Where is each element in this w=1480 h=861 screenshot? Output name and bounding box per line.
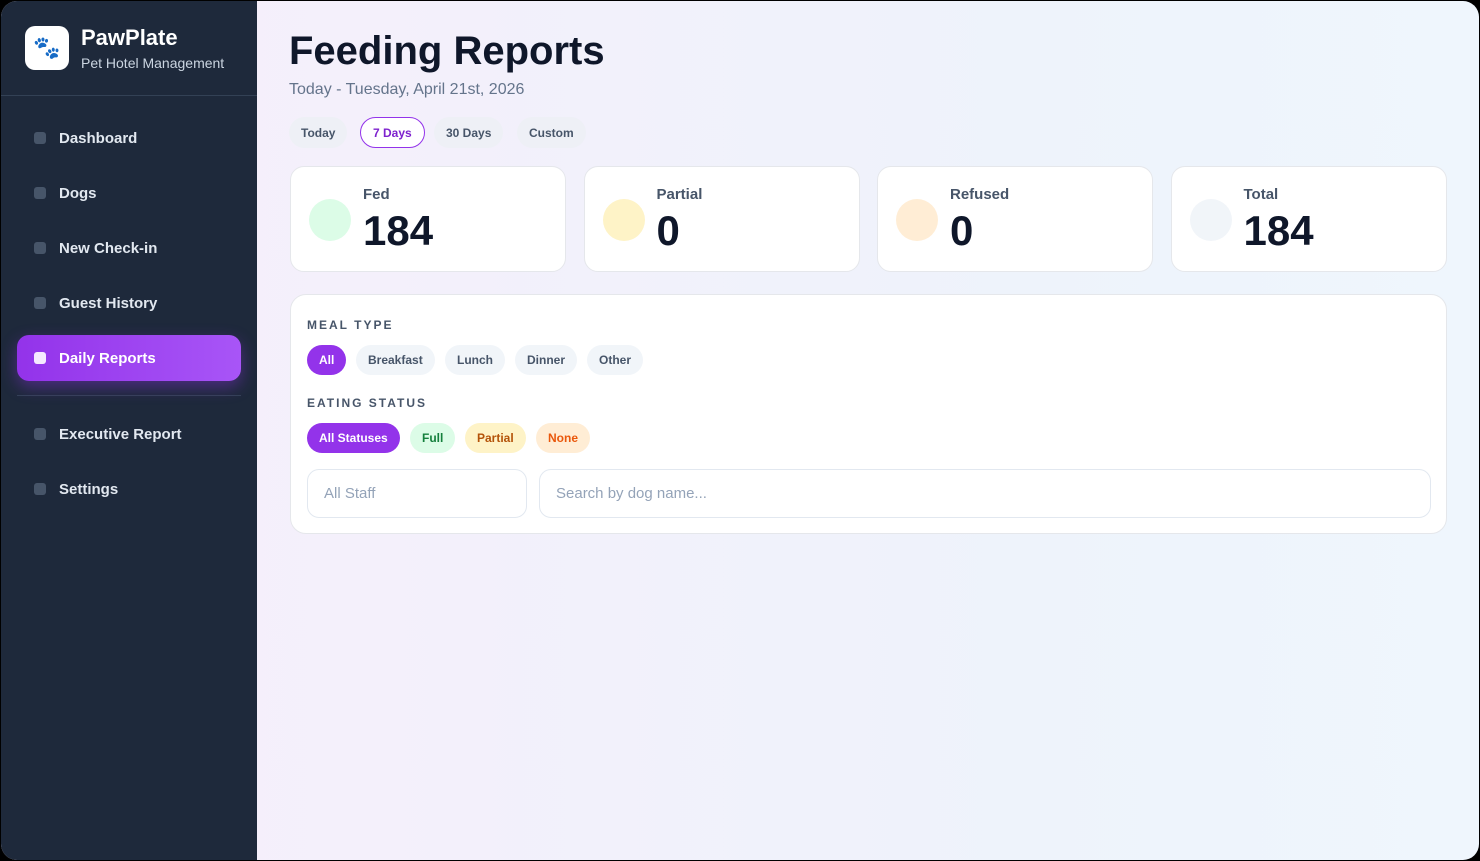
- staff-select[interactable]: All Staff: [307, 469, 527, 518]
- stat-icon: [309, 199, 351, 241]
- range-tab[interactable]: 7 Days: [360, 117, 425, 148]
- page-subtitle: Today - Tuesday, April 21st, 2026: [289, 81, 525, 98]
- filter-chip[interactable]: Lunch: [445, 345, 505, 375]
- page-title: Feeding Reports: [289, 29, 605, 73]
- divider: [17, 395, 241, 396]
- nav-item[interactable]: Daily Reports: [17, 335, 241, 381]
- nav-icon: [34, 428, 46, 440]
- nav-icon: [34, 297, 46, 309]
- sidebar: 🐾 PawPlate Pet Hotel Management Dashboar…: [1, 1, 257, 860]
- nav-icon: [34, 242, 46, 254]
- filter-chip[interactable]: Partial: [465, 423, 526, 453]
- brand: PawPlate: [81, 25, 178, 50]
- stat-card: Refused 0: [877, 166, 1153, 272]
- filter-chip[interactable]: Other: [587, 345, 644, 375]
- nav-item[interactable]: Dogs: [17, 170, 241, 216]
- filter-chip[interactable]: Breakfast: [356, 345, 435, 375]
- range-tab[interactable]: Today: [289, 117, 348, 148]
- filter-chip[interactable]: Dinner: [515, 345, 578, 375]
- logo: 🐾: [25, 26, 69, 70]
- stat-icon: [602, 199, 645, 241]
- filter-panel: MEAL TYPE EATING STATUS All Staff Search…: [290, 294, 1447, 534]
- tagline: Pet Hotel Management: [81, 55, 225, 71]
- range-tab[interactable]: 30 Days: [434, 117, 504, 148]
- nav-item[interactable]: Guest History: [17, 280, 241, 326]
- nav-icon: [34, 352, 46, 364]
- stat-label: Total: [1243, 186, 1279, 203]
- stat-icon: [1189, 199, 1232, 241]
- nav-icon: [34, 132, 46, 144]
- divider: [1, 95, 257, 96]
- nav-item[interactable]: New Check-in: [17, 225, 241, 271]
- filter-chip[interactable]: All Statuses: [307, 423, 400, 453]
- filter-label: EATING STATUS: [307, 396, 427, 410]
- nav-item[interactable]: Dashboard: [17, 115, 241, 161]
- filter-chip[interactable]: All: [307, 345, 347, 375]
- stat-label: Fed: [363, 186, 390, 203]
- filter-chip[interactable]: None: [536, 423, 590, 453]
- stat-value: 0: [656, 207, 680, 254]
- stat-card: Partial 0: [583, 166, 860, 272]
- nav-item[interactable]: Executive Report: [17, 411, 241, 457]
- nav-icon: [34, 187, 46, 199]
- stat-value: 184: [363, 207, 434, 254]
- stat-label: Refused: [950, 186, 1010, 203]
- stat-card: Total 184: [1170, 166, 1447, 272]
- stat-card: Fed 184: [290, 166, 566, 272]
- filter-chip[interactable]: Full: [410, 423, 456, 453]
- search-input[interactable]: Search by dog name...: [539, 469, 1431, 518]
- range-tab[interactable]: Custom: [517, 117, 586, 148]
- stat-label: Partial: [656, 186, 703, 203]
- nav-icon: [34, 483, 46, 495]
- stat-icon: [896, 199, 938, 241]
- stat-value: 184: [1243, 207, 1314, 254]
- nav-item[interactable]: Settings: [17, 466, 241, 512]
- stat-value: 0: [950, 207, 974, 254]
- filter-label: MEAL TYPE: [307, 318, 394, 332]
